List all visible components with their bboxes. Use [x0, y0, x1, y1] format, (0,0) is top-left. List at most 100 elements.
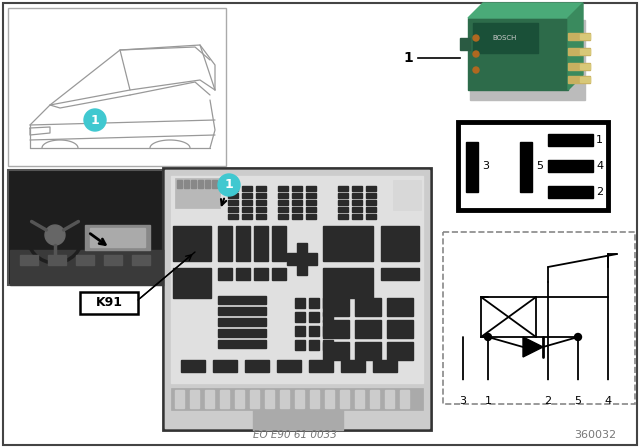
Bar: [256, 207, 266, 212]
Bar: [218, 268, 232, 280]
Bar: [338, 193, 348, 198]
Text: 360032: 360032: [574, 430, 616, 440]
Bar: [323, 326, 333, 336]
Bar: [287, 253, 317, 265]
Bar: [292, 186, 302, 191]
Bar: [228, 193, 238, 198]
Bar: [548, 134, 593, 146]
Bar: [242, 207, 252, 212]
Bar: [295, 326, 305, 336]
Bar: [218, 329, 266, 337]
Bar: [175, 390, 184, 408]
Circle shape: [45, 225, 65, 245]
Bar: [323, 298, 349, 316]
Bar: [352, 186, 362, 191]
Text: 1: 1: [484, 396, 492, 406]
Text: 5: 5: [575, 396, 582, 406]
Bar: [272, 226, 286, 261]
Bar: [132, 255, 150, 265]
Bar: [310, 390, 319, 408]
Bar: [218, 307, 266, 315]
Bar: [366, 186, 376, 191]
Bar: [254, 226, 268, 261]
Bar: [387, 342, 413, 360]
Bar: [309, 312, 319, 322]
Bar: [466, 142, 478, 192]
Bar: [340, 390, 349, 408]
Text: EO E90 61 0033: EO E90 61 0033: [253, 430, 337, 440]
Bar: [355, 320, 381, 338]
Bar: [8, 170, 163, 285]
Bar: [400, 390, 409, 408]
Circle shape: [483, 381, 493, 391]
Bar: [323, 320, 349, 338]
Bar: [338, 207, 348, 212]
Bar: [387, 298, 413, 316]
Bar: [278, 200, 288, 205]
Polygon shape: [568, 3, 583, 90]
Bar: [278, 186, 288, 191]
Text: 1: 1: [225, 178, 234, 191]
Bar: [242, 193, 252, 198]
Bar: [381, 268, 419, 280]
Bar: [393, 180, 421, 210]
Text: 2: 2: [545, 396, 552, 406]
Text: 4: 4: [596, 161, 603, 171]
Bar: [280, 390, 289, 408]
Bar: [306, 207, 316, 212]
Bar: [273, 298, 285, 348]
Bar: [366, 200, 376, 205]
Bar: [295, 340, 305, 350]
Bar: [48, 255, 66, 265]
Bar: [218, 296, 266, 304]
Circle shape: [473, 67, 479, 73]
Bar: [20, 255, 38, 265]
Bar: [366, 193, 376, 198]
Bar: [292, 193, 302, 198]
Bar: [212, 180, 217, 188]
Bar: [256, 193, 266, 198]
Circle shape: [473, 51, 479, 57]
Bar: [341, 360, 365, 372]
Bar: [306, 200, 316, 205]
Bar: [309, 326, 319, 336]
Bar: [218, 318, 266, 326]
Bar: [256, 186, 266, 191]
Bar: [90, 228, 145, 247]
Bar: [177, 180, 182, 188]
Circle shape: [573, 381, 583, 391]
Bar: [385, 390, 394, 408]
Bar: [580, 49, 590, 54]
Bar: [272, 268, 286, 280]
Bar: [381, 226, 419, 261]
Bar: [323, 312, 333, 322]
Text: 3: 3: [460, 396, 467, 406]
Bar: [309, 340, 319, 350]
Bar: [228, 214, 238, 219]
Bar: [548, 186, 593, 198]
Bar: [242, 214, 252, 219]
Bar: [265, 390, 274, 408]
Text: 1: 1: [596, 135, 603, 145]
Bar: [370, 390, 379, 408]
Bar: [8, 8, 226, 166]
Bar: [520, 142, 532, 192]
Bar: [104, 255, 122, 265]
Bar: [250, 390, 259, 408]
Bar: [163, 168, 431, 430]
Bar: [213, 360, 237, 372]
Circle shape: [543, 381, 553, 391]
Bar: [256, 214, 266, 219]
Bar: [580, 34, 590, 39]
Bar: [256, 200, 266, 205]
Bar: [338, 186, 348, 191]
Bar: [295, 312, 305, 322]
Bar: [297, 243, 307, 275]
Bar: [228, 200, 238, 205]
Bar: [309, 360, 333, 372]
Text: 4: 4: [604, 396, 612, 406]
Bar: [80, 292, 138, 314]
Bar: [236, 268, 250, 280]
Circle shape: [603, 381, 613, 391]
Bar: [355, 298, 381, 316]
